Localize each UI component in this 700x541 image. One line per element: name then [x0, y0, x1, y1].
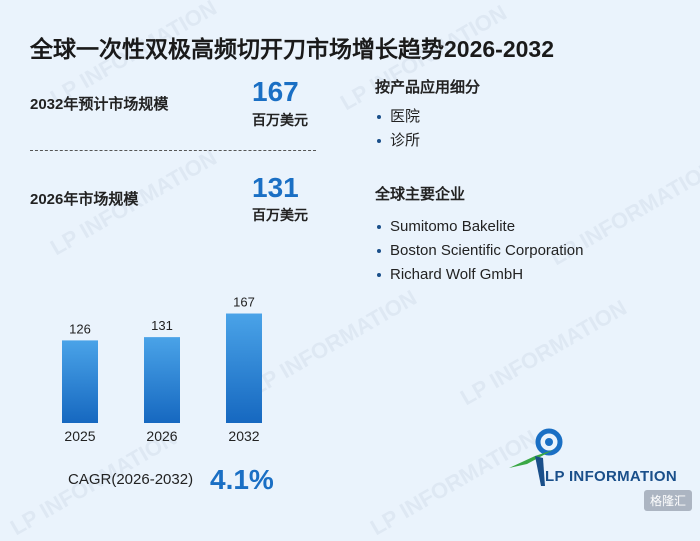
metric-2026-value: 131: [252, 172, 299, 203]
companies-list: Sumitomo Bakelite Boston Scientific Corp…: [375, 215, 583, 287]
bullet-icon: [377, 273, 381, 277]
segment-heading: 按产品应用细分: [375, 79, 481, 96]
x-tick-label: 2025: [64, 428, 95, 444]
x-tick-label: 2032: [228, 428, 259, 444]
segment-item: 医院: [390, 108, 421, 125]
bar-2026: [144, 337, 180, 423]
company-item: Boston Scientific Corporation: [390, 242, 584, 259]
bar-2032: [226, 313, 262, 423]
list-item: Richard Wolf GmbH: [375, 263, 583, 287]
company-item: Sumitomo Bakelite: [390, 218, 516, 235]
list-item: Sumitomo Bakelite: [375, 215, 583, 239]
company-item: Richard Wolf GmbH: [390, 266, 524, 283]
page-title: 全球一次性双极高频切开刀市场增长趋势2026-2032: [30, 36, 554, 62]
cagr-label: CAGR(2026-2032): [68, 471, 194, 488]
metric-2026-label: 2026年市场规模: [30, 191, 139, 208]
list-item: Boston Scientific Corporation: [375, 239, 583, 263]
metric-2032-value: 167: [252, 76, 299, 107]
segment-list: 医院 诊所: [375, 105, 420, 153]
bullet-icon: [377, 139, 381, 143]
bullet-icon: [377, 249, 381, 253]
segment-item: 诊所: [390, 132, 421, 149]
lp-information-logo: [509, 428, 563, 486]
bar-value-label: 167: [233, 295, 255, 310]
source-badge: 格隆汇: [643, 490, 692, 511]
bullet-icon: [377, 225, 381, 229]
metric-2032-unit: 百万美元: [252, 112, 308, 128]
x-tick-label: 2026: [146, 428, 177, 444]
logo-text: LP INFORMATION: [545, 468, 677, 485]
metric-2026-unit: 百万美元: [252, 207, 308, 223]
bar-2025: [62, 340, 98, 423]
cagr-value: 4.1%: [210, 464, 274, 495]
bar-value-label: 131: [151, 318, 173, 333]
bullet-icon: [377, 115, 381, 119]
bar-value-label: 126: [69, 321, 91, 336]
companies-heading: 全球主要企业: [375, 186, 466, 203]
bar-chart: 126 2025 131 2026 167 2032: [62, 295, 262, 444]
metric-2032-label: 2032年预计市场规模: [30, 96, 169, 113]
divider: [30, 150, 316, 151]
list-item: 诊所: [375, 129, 420, 153]
watermark: LP INFORMATION: [456, 294, 631, 411]
list-item: 医院: [375, 105, 420, 129]
